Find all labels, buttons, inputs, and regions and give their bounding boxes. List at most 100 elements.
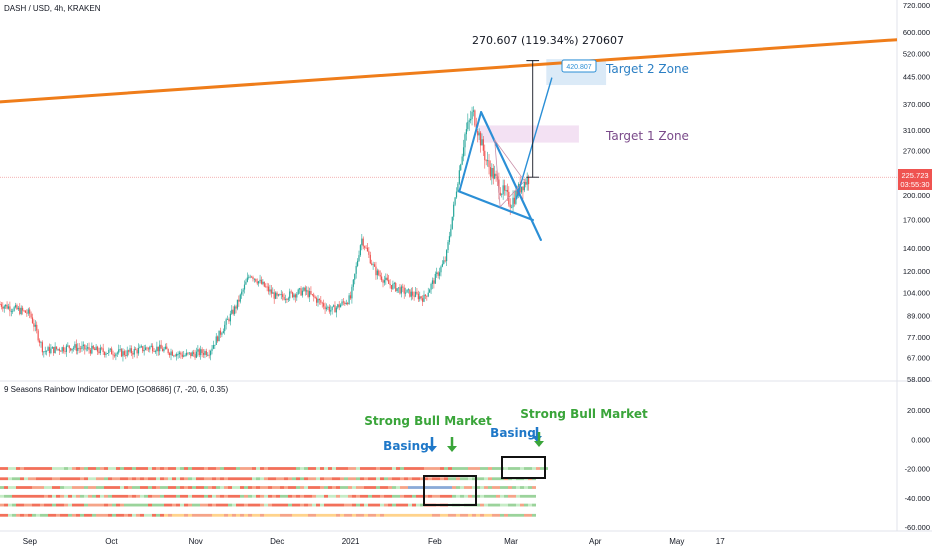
- candle-body: [61, 347, 63, 352]
- projection-line[interactable]: [515, 77, 553, 200]
- rainbow-cell: [60, 503, 64, 507]
- highlight-box-basing-1[interactable]: [423, 475, 477, 506]
- rainbow-cell: [456, 477, 460, 481]
- rainbow-cell: [240, 477, 244, 481]
- candle-body: [289, 291, 291, 299]
- candle-body: [89, 349, 92, 354]
- time-tick-label: Mar: [504, 537, 518, 546]
- rainbow-cell: [68, 477, 72, 481]
- candle-body: [154, 351, 157, 353]
- rainbow-cell: [412, 467, 416, 470]
- rainbow-cell: [524, 494, 528, 498]
- rainbow-cell: [92, 486, 96, 489]
- candle-body: [364, 246, 366, 248]
- candle-body: [207, 354, 209, 356]
- rainbow-cell: [104, 494, 108, 498]
- candle-body: [397, 287, 400, 289]
- candle-body: [393, 283, 395, 284]
- candle-body: [212, 345, 215, 349]
- rainbow-cell: [240, 494, 244, 498]
- rainbow-cell: [28, 513, 32, 517]
- rainbow-cell: [260, 503, 264, 507]
- candle-body: [0, 304, 3, 307]
- rainbow-cell: [292, 477, 296, 481]
- candle-body: [515, 190, 517, 204]
- rainbow-cell: [48, 477, 52, 481]
- candle-body: [354, 273, 356, 280]
- candle-body: [376, 270, 378, 276]
- rainbow-cell: [8, 477, 12, 481]
- rainbow-cell: [76, 513, 80, 517]
- candle-body: [454, 197, 456, 205]
- rainbow-cell: [380, 513, 384, 517]
- candle-body: [157, 346, 159, 352]
- trendline-resistance[interactable]: [0, 38, 897, 104]
- rainbow-cell: [288, 467, 292, 470]
- rainbow-cell: [424, 486, 428, 489]
- price-tick-label: 310.000: [903, 126, 930, 135]
- candle-body: [137, 347, 140, 354]
- rainbow-cell: [156, 486, 160, 489]
- rainbow-cell: [508, 494, 512, 498]
- price-tick-label: 140.000: [903, 244, 930, 253]
- rainbow-cell: [348, 486, 352, 489]
- rainbow-cell: [308, 477, 312, 481]
- rainbow-cell: [232, 486, 236, 489]
- candle-body: [386, 277, 388, 281]
- rainbow-cell: [264, 503, 268, 507]
- symbol-title[interactable]: DASH / USD, 4h, KRAKEN: [4, 4, 101, 13]
- rainbow-cell: [140, 494, 144, 498]
- pennant-lower-line[interactable]: [458, 190, 534, 222]
- rainbow-cell: [220, 486, 224, 489]
- rainbow-cell: [344, 503, 348, 507]
- rainbow-cell: [144, 477, 148, 481]
- rainbow-cell: [376, 477, 380, 481]
- rainbow-cell: [480, 503, 484, 507]
- rainbow-cell: [476, 494, 480, 498]
- candle-body: [249, 276, 251, 278]
- candle-body: [75, 344, 77, 351]
- rainbow-cell: [40, 513, 44, 517]
- candle-body: [450, 228, 452, 237]
- rainbow-cell: [392, 486, 396, 489]
- candle-body: [47, 347, 49, 351]
- rainbow-cell: [296, 503, 300, 507]
- highlight-box-basing-2[interactable]: [501, 456, 546, 479]
- rainbow-cell: [172, 477, 176, 481]
- rainbow-cell: [192, 467, 196, 470]
- rainbow-cell: [52, 513, 56, 517]
- candle-body: [156, 346, 158, 352]
- rainbow-cell: [452, 513, 456, 517]
- rainbow-cell: [8, 513, 12, 517]
- rainbow-cell: [332, 503, 336, 507]
- candle-body: [19, 307, 21, 315]
- candle-body: [345, 302, 347, 305]
- rainbow-cell: [52, 477, 56, 481]
- indicator-title[interactable]: 9 Seasons Rainbow Indicator DEMO [GO8686…: [4, 385, 228, 394]
- rainbow-cell: [480, 477, 484, 481]
- rainbow-cell: [60, 477, 64, 481]
- rainbow-cell: [208, 477, 212, 481]
- rainbow-cell: [452, 467, 456, 470]
- rainbow-cell: [200, 503, 204, 507]
- rainbow-cell: [248, 503, 252, 507]
- candle-body: [58, 348, 60, 351]
- rainbow-cell: [52, 467, 56, 470]
- candle-body: [399, 287, 401, 294]
- flagpole-line[interactable]: [458, 111, 483, 193]
- rainbow-cell: [504, 494, 508, 498]
- candle-body: [9, 306, 11, 312]
- rainbow-cell: [384, 486, 388, 489]
- triangle-pattern[interactable]: [494, 138, 526, 208]
- rainbow-cell: [208, 467, 212, 470]
- rainbow-cell: [220, 503, 224, 507]
- rainbow-cell: [480, 467, 484, 470]
- rainbow-cell: [168, 477, 172, 481]
- down-arrow-basing-1: [427, 437, 437, 452]
- candle-body: [78, 347, 80, 349]
- rainbow-cell: [180, 477, 184, 481]
- rainbow-cell: [0, 494, 4, 498]
- rainbow-cell: [292, 503, 296, 507]
- rainbow-cell: [364, 494, 368, 498]
